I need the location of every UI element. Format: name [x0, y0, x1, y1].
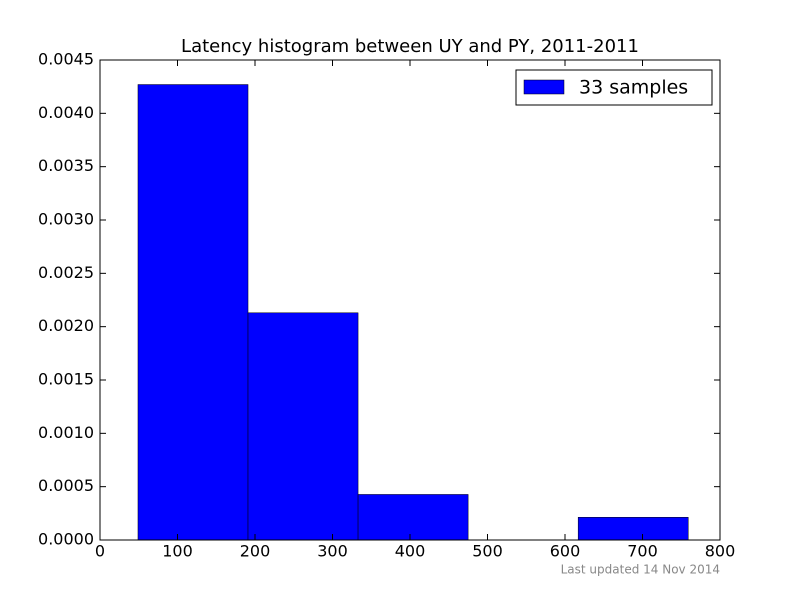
bar	[577, 517, 689, 541]
y-tick-label: 0.0040	[38, 103, 94, 122]
chart-title: Latency histogram between UY and PY, 201…	[181, 36, 639, 57]
x-tick-label: 0	[95, 542, 105, 561]
x-tick-label: 700	[627, 542, 658, 561]
x-tick-label: 600	[550, 542, 581, 561]
x-tick-label: 100	[162, 542, 193, 561]
x-tick-label: 200	[240, 542, 271, 561]
bar	[247, 312, 359, 541]
x-tick-label: 400	[395, 542, 426, 561]
y-tick-label: 0.0025	[38, 263, 94, 282]
x-tick-label: 500	[472, 542, 503, 561]
legend-label: 33 samples	[579, 77, 688, 99]
bar	[137, 84, 249, 541]
y-tick-label: 0.0045	[38, 50, 94, 69]
y-tick-label: 0.0005	[38, 476, 94, 495]
plot-frame	[99, 59, 721, 541]
bar	[357, 494, 469, 541]
y-tick-label: 0.0015	[38, 370, 94, 389]
footnote: Last updated 14 Nov 2014	[561, 563, 720, 577]
y-tick-label: 0.0030	[38, 210, 94, 229]
legend-swatch	[523, 79, 565, 95]
y-tick-label: 0.0010	[38, 423, 94, 442]
y-tick-label: 0.0035	[38, 156, 94, 175]
x-tick-label: 800	[705, 542, 736, 561]
x-tick-label: 300	[317, 542, 348, 561]
y-tick-label: 0.0000	[38, 530, 94, 549]
y-tick-label: 0.0020	[38, 316, 94, 335]
